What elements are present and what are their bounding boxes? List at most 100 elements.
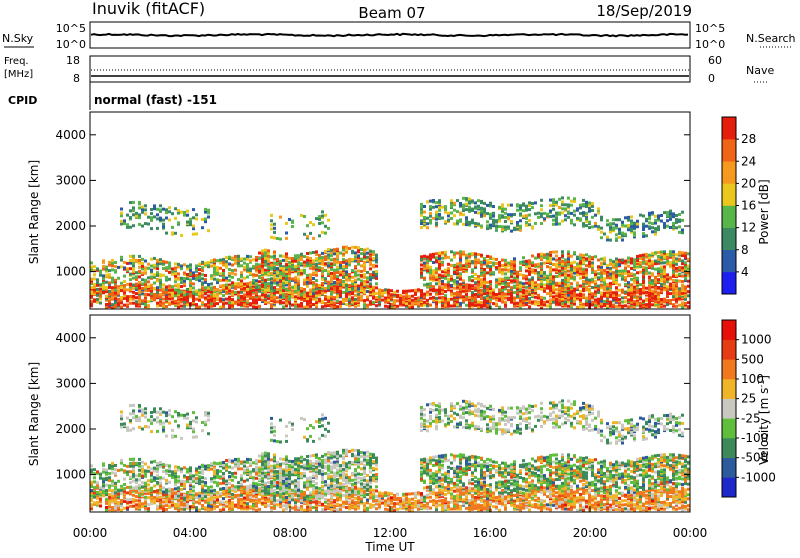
power-cell: [546, 253, 549, 256]
power-cell: [306, 294, 309, 297]
power-cell: [321, 231, 324, 234]
power-cell: [423, 284, 426, 287]
power-cell: [543, 287, 546, 290]
power-cell: [681, 260, 684, 263]
power-cell: [591, 301, 594, 304]
power-cell: [336, 271, 339, 274]
power-cell: [252, 301, 255, 304]
velocity-cell: [207, 504, 210, 507]
power-cell: [138, 255, 141, 258]
power-cell: [684, 298, 687, 301]
power-cell: [420, 219, 423, 222]
power-cell: [342, 291, 345, 294]
power-cell: [681, 306, 684, 309]
power-cell: [678, 213, 681, 216]
power-cell: [648, 221, 651, 224]
power-cell: [111, 262, 114, 265]
power-cell: [183, 272, 186, 275]
power-cell: [309, 264, 312, 267]
power-cell: [438, 285, 441, 288]
power-cell: [639, 254, 642, 257]
power-cell: [525, 282, 528, 285]
power-cell: [468, 276, 471, 279]
power-cell: [543, 301, 546, 304]
power-cell: [327, 227, 330, 230]
power-cell: [480, 289, 483, 292]
velocity-cell: [99, 498, 102, 501]
power-cell: [303, 255, 306, 258]
power-cell: [183, 293, 186, 296]
power-cell: [285, 302, 288, 305]
power-cell: [285, 255, 288, 258]
power-cell: [297, 297, 300, 300]
power-cell: [228, 304, 231, 307]
power-cell: [447, 256, 450, 259]
velocity-cell: [96, 497, 99, 500]
power-cell: [591, 295, 594, 298]
power-cell: [420, 275, 423, 278]
power-cell: [168, 206, 171, 209]
velocity-cell: [132, 505, 135, 508]
power-cell: [342, 249, 345, 252]
power-cell: [132, 201, 135, 204]
power-cell: [294, 268, 297, 271]
power-cell: [675, 253, 678, 256]
power-cell: [435, 259, 438, 262]
power-cell: [177, 292, 180, 295]
power-cell: [204, 220, 207, 223]
power-cell: [360, 258, 363, 261]
power-cell: [147, 300, 150, 303]
power-cell: [204, 303, 207, 306]
power-cell: [675, 270, 678, 273]
power-cell: [480, 200, 483, 203]
power-cell: [462, 295, 465, 298]
power-cell: [510, 213, 513, 216]
power-cell: [501, 271, 504, 274]
power-cell: [423, 255, 426, 258]
power-cell: [459, 292, 462, 295]
power-cell: [114, 269, 117, 272]
velocity-cell: [177, 499, 180, 502]
power-cell: [519, 304, 522, 307]
power-cell: [576, 217, 579, 220]
power-cell: [603, 283, 606, 286]
power-cell: [162, 274, 165, 277]
power-cell: [381, 289, 384, 292]
power-cell: [468, 284, 471, 287]
power-cell: [156, 295, 159, 298]
power-cell: [366, 271, 369, 274]
power-cell: [561, 260, 564, 263]
power-cell: [141, 302, 144, 305]
power-cell: [297, 291, 300, 294]
power-cell: [654, 286, 657, 289]
power-cell: [576, 268, 579, 271]
power-cell: [426, 299, 429, 302]
power-cell: [207, 216, 210, 219]
power-cell: [423, 293, 426, 296]
power-cell: [471, 275, 474, 278]
power-cell: [603, 277, 606, 280]
power-cell: [261, 269, 264, 272]
power-cell: [156, 213, 159, 216]
power-cell: [273, 227, 276, 230]
power-cell: [327, 270, 330, 273]
power-cell: [528, 208, 531, 211]
power-cell: [243, 266, 246, 269]
power-cell: [309, 261, 312, 264]
power-cell: [330, 305, 333, 308]
power-cell: [564, 261, 567, 264]
power-cell: [507, 204, 510, 207]
power-cell: [681, 219, 684, 222]
power-cell: [432, 285, 435, 288]
power-cell: [669, 215, 672, 218]
power-cell: [477, 259, 480, 262]
power-cell: [462, 279, 465, 282]
power-cell: [624, 216, 627, 219]
power-cell: [534, 281, 537, 284]
power-cell: [498, 264, 501, 267]
power-cell: [564, 288, 567, 291]
power-cell: [525, 224, 528, 227]
power-cell: [432, 269, 435, 272]
power-cell: [366, 248, 369, 251]
power-cell: [636, 223, 639, 226]
